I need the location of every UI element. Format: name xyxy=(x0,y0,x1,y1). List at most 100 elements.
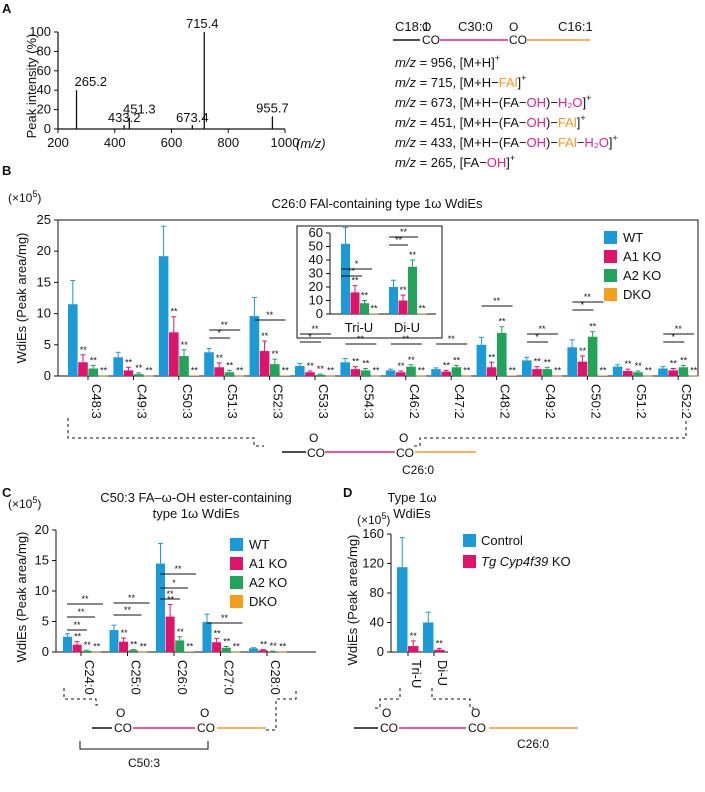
b-sig-bracket-star: ** xyxy=(266,310,274,320)
inset-sig-star: ** xyxy=(399,285,407,295)
b-xtick-label: C49:3 xyxy=(134,384,149,419)
bar-a2-ko xyxy=(221,647,231,652)
d-chain-label: C26:0 xyxy=(517,737,549,751)
c-sig-bracket-star: ** xyxy=(166,589,174,599)
d-co1: CO xyxy=(380,721,398,735)
b-sig-star: ** xyxy=(352,357,360,367)
b-sig-star: ** xyxy=(271,349,279,359)
d-bracket-right xyxy=(431,688,474,709)
c-xtick-label: C25:0 xyxy=(129,660,144,695)
panel-b-ylabel: WdiEs (Peak area/mg) xyxy=(14,233,29,364)
c-co1: CO xyxy=(114,721,132,735)
bar-a2-ko xyxy=(175,640,185,652)
bar-a1-ko xyxy=(72,644,82,652)
b-sig-star: ** xyxy=(635,361,643,371)
a-fragment-line: m/z = 673, [M+H−(FA−OH)−H₂O]+ xyxy=(395,93,591,110)
d-o1: O xyxy=(382,706,391,720)
b-sig-bracket-star: ** xyxy=(448,334,456,344)
c-bottom-bracket xyxy=(79,741,209,750)
b-bracket-right xyxy=(414,418,687,447)
a-peak-label: 955.7 xyxy=(256,100,289,115)
bar-dko xyxy=(184,651,194,652)
bar-a2-ko xyxy=(82,650,92,652)
a-struct-co1: CO xyxy=(422,33,440,47)
b-sig-star: ** xyxy=(261,331,269,341)
d-ytick-label: 0 xyxy=(377,644,384,659)
b-sig-star: ** xyxy=(282,365,290,375)
bar-a1-ko xyxy=(78,362,88,376)
b-sig-bracket-star: * xyxy=(535,332,539,342)
b-sig-star: ** xyxy=(307,361,315,371)
bar-a1-ko xyxy=(623,371,633,376)
bar-a1-ko xyxy=(532,369,542,376)
bar-wt xyxy=(158,256,169,376)
b-ytick-label: 20 xyxy=(37,243,51,258)
bar-wt xyxy=(612,366,623,376)
c-sig-star: ** xyxy=(270,641,278,651)
panel-b-title: C26:0 FAl-containing type 1ω WdiEs xyxy=(271,196,483,211)
panel-b-letter: B xyxy=(2,163,11,178)
a-struct-o2: O xyxy=(509,20,518,34)
c-legend-swatch xyxy=(230,576,243,589)
b-sig-star: ** xyxy=(463,366,471,376)
d-legend-swatch-control xyxy=(463,534,476,547)
d-ytick-label: 120 xyxy=(362,556,384,571)
bar-a1-ko xyxy=(259,351,270,376)
c-sig-star: ** xyxy=(140,642,148,652)
inset-bracket-star: ** xyxy=(400,227,408,237)
b-sig-bracket-star: * xyxy=(217,328,221,338)
d-xtick-label: Tri-U xyxy=(409,660,424,688)
bar-dko xyxy=(416,375,426,377)
bar-wt xyxy=(68,304,78,376)
bar-a2-ko xyxy=(224,372,235,376)
a-fragment-line: m/z = 956, [M+H]+ xyxy=(395,53,500,70)
c-sig-star: ** xyxy=(121,628,129,638)
a-peak-label: 265.2 xyxy=(75,74,108,89)
b-sig-star: ** xyxy=(100,366,108,376)
bar-dko xyxy=(598,375,608,376)
a-fragment-line: m/z = 451, [M+H−(FA−OH)−FAl]+ xyxy=(395,113,586,130)
b-sig-star: ** xyxy=(645,366,653,376)
b-sig-star: ** xyxy=(216,353,224,363)
b-legend-label: DKO xyxy=(623,287,651,302)
b-sig-star: ** xyxy=(317,364,325,374)
a-xtick-label: 1000 xyxy=(271,135,300,150)
bar-wt xyxy=(431,369,441,376)
a-xtick-label: 400 xyxy=(104,135,126,150)
c-xtick-label: C26:0 xyxy=(175,660,190,695)
b-sig-bracket-star: * xyxy=(308,332,312,342)
inset-ytick-label: 60 xyxy=(309,225,323,240)
b-xtick-label: C48:3 xyxy=(89,384,104,419)
bar-wt xyxy=(109,630,119,652)
bar-a2-ko xyxy=(268,651,278,652)
b-sig-star: ** xyxy=(680,355,688,365)
panel-b-y-ticks: 0 5 10 15 20 25 xyxy=(37,212,58,383)
b-xtick-label: C46:2 xyxy=(407,384,422,419)
b-sig-bracket-star: ** xyxy=(311,324,319,334)
bar-wt xyxy=(340,362,350,376)
c-legend-swatch xyxy=(230,538,243,551)
b-sig-star: ** xyxy=(418,366,426,376)
d-ytick-label: 40 xyxy=(370,615,384,630)
b-xtick-label: C47:2 xyxy=(452,384,467,419)
b-sig-star: ** xyxy=(90,355,98,365)
c-sig-bracket-star: ** xyxy=(73,620,81,630)
panel-d-ylabel: WdiEs (Peak area/mg) xyxy=(345,535,360,666)
b-xtick-label: C50:2 xyxy=(588,384,603,419)
inset-bracket-star: * xyxy=(355,259,359,269)
c-sig-bracket-star: * xyxy=(172,578,176,588)
b-sig-bracket-star: ** xyxy=(538,324,546,334)
b-ytick-label: 5 xyxy=(44,337,51,352)
b-o2: O xyxy=(399,431,408,445)
bar-dko xyxy=(688,375,699,377)
b-ytick-label: 0 xyxy=(44,368,51,383)
inset-bar xyxy=(417,313,427,315)
bar-dko xyxy=(643,375,653,377)
bar-a2-ko xyxy=(315,374,325,376)
b-legend-swatch xyxy=(604,288,617,301)
c-sig-star: ** xyxy=(84,640,92,650)
b-sig-star: ** xyxy=(226,360,234,370)
bar-wt xyxy=(522,360,532,376)
b-xtick-label: C49:2 xyxy=(543,384,558,419)
bar-a2-ko xyxy=(406,366,416,376)
